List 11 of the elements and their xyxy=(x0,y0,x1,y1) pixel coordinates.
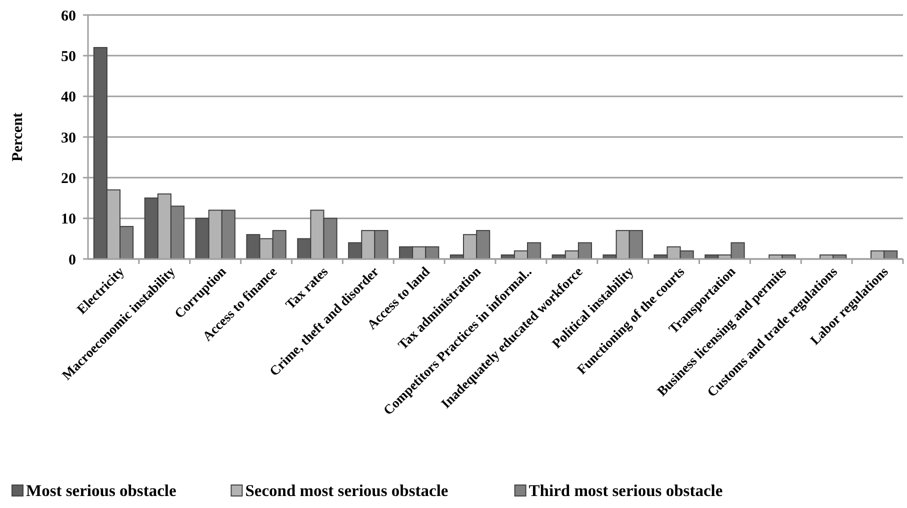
y-tick-label: 50 xyxy=(61,48,76,65)
y-tick-label: 40 xyxy=(61,90,76,106)
legend-label: Third most serious obstacle xyxy=(528,481,723,500)
y-tick-label: 60 xyxy=(61,8,76,24)
legend-label: Most serious obstacle xyxy=(26,481,176,500)
y-axis-title: Percent xyxy=(10,112,26,162)
y-tick-label: 0 xyxy=(68,252,76,268)
legend-label: Second most serious obstacle xyxy=(245,481,448,500)
y-tick-label: 10 xyxy=(61,212,76,228)
y-tick-label: 30 xyxy=(61,130,76,146)
y-tick-label: 20 xyxy=(61,170,76,187)
